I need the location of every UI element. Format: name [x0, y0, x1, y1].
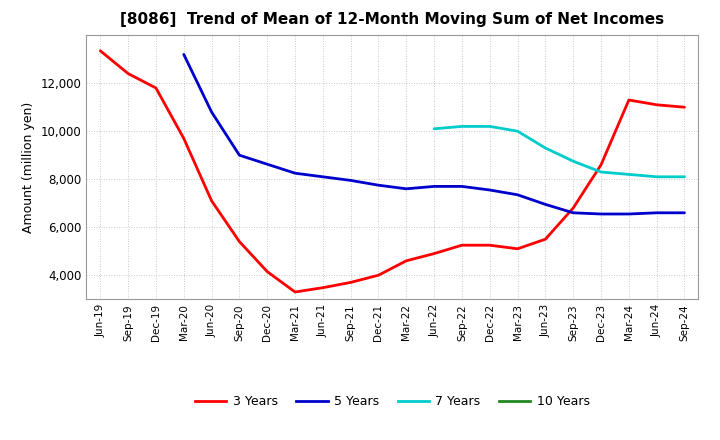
7 Years [541, 145, 550, 150]
3 Years [263, 269, 271, 274]
5 Years [597, 211, 606, 216]
5 Years [652, 210, 661, 216]
3 Years [318, 285, 327, 290]
5 Years [374, 183, 383, 188]
5 Years [541, 202, 550, 207]
Line: 3 Years: 3 Years [100, 51, 685, 292]
5 Years [430, 184, 438, 189]
7 Years [569, 158, 577, 164]
7 Years [485, 124, 494, 129]
7 Years [513, 128, 522, 134]
7 Years [597, 169, 606, 175]
5 Years [235, 153, 243, 158]
7 Years [458, 124, 467, 129]
Y-axis label: Amount (million yen): Amount (million yen) [22, 102, 35, 233]
3 Years [346, 280, 355, 285]
3 Years [541, 237, 550, 242]
3 Years [402, 258, 410, 264]
5 Years [402, 186, 410, 191]
5 Years [569, 210, 577, 216]
5 Years [513, 192, 522, 198]
3 Years [235, 239, 243, 244]
5 Years [485, 187, 494, 193]
3 Years [569, 205, 577, 211]
Legend: 3 Years, 5 Years, 7 Years, 10 Years: 3 Years, 5 Years, 7 Years, 10 Years [190, 390, 595, 413]
5 Years [291, 171, 300, 176]
7 Years [430, 126, 438, 132]
3 Years [430, 251, 438, 256]
Title: [8086]  Trend of Mean of 12-Month Moving Sum of Net Incomes: [8086] Trend of Mean of 12-Month Moving … [120, 12, 665, 27]
7 Years [652, 174, 661, 180]
3 Years [179, 136, 188, 141]
5 Years [318, 174, 327, 180]
3 Years [207, 198, 216, 203]
5 Years [207, 110, 216, 115]
3 Years [597, 162, 606, 168]
5 Years [458, 184, 467, 189]
3 Years [680, 105, 689, 110]
3 Years [374, 272, 383, 278]
3 Years [652, 102, 661, 107]
7 Years [680, 174, 689, 180]
7 Years [624, 172, 633, 177]
Line: 7 Years: 7 Years [434, 126, 685, 177]
3 Years [124, 71, 132, 76]
5 Years [680, 210, 689, 216]
5 Years [624, 211, 633, 216]
3 Years [458, 242, 467, 248]
3 Years [96, 48, 104, 53]
3 Years [513, 246, 522, 251]
Line: 5 Years: 5 Years [184, 55, 685, 214]
5 Years [179, 52, 188, 57]
3 Years [291, 290, 300, 295]
3 Years [624, 97, 633, 103]
5 Years [346, 178, 355, 183]
3 Years [485, 242, 494, 248]
3 Years [152, 85, 161, 91]
